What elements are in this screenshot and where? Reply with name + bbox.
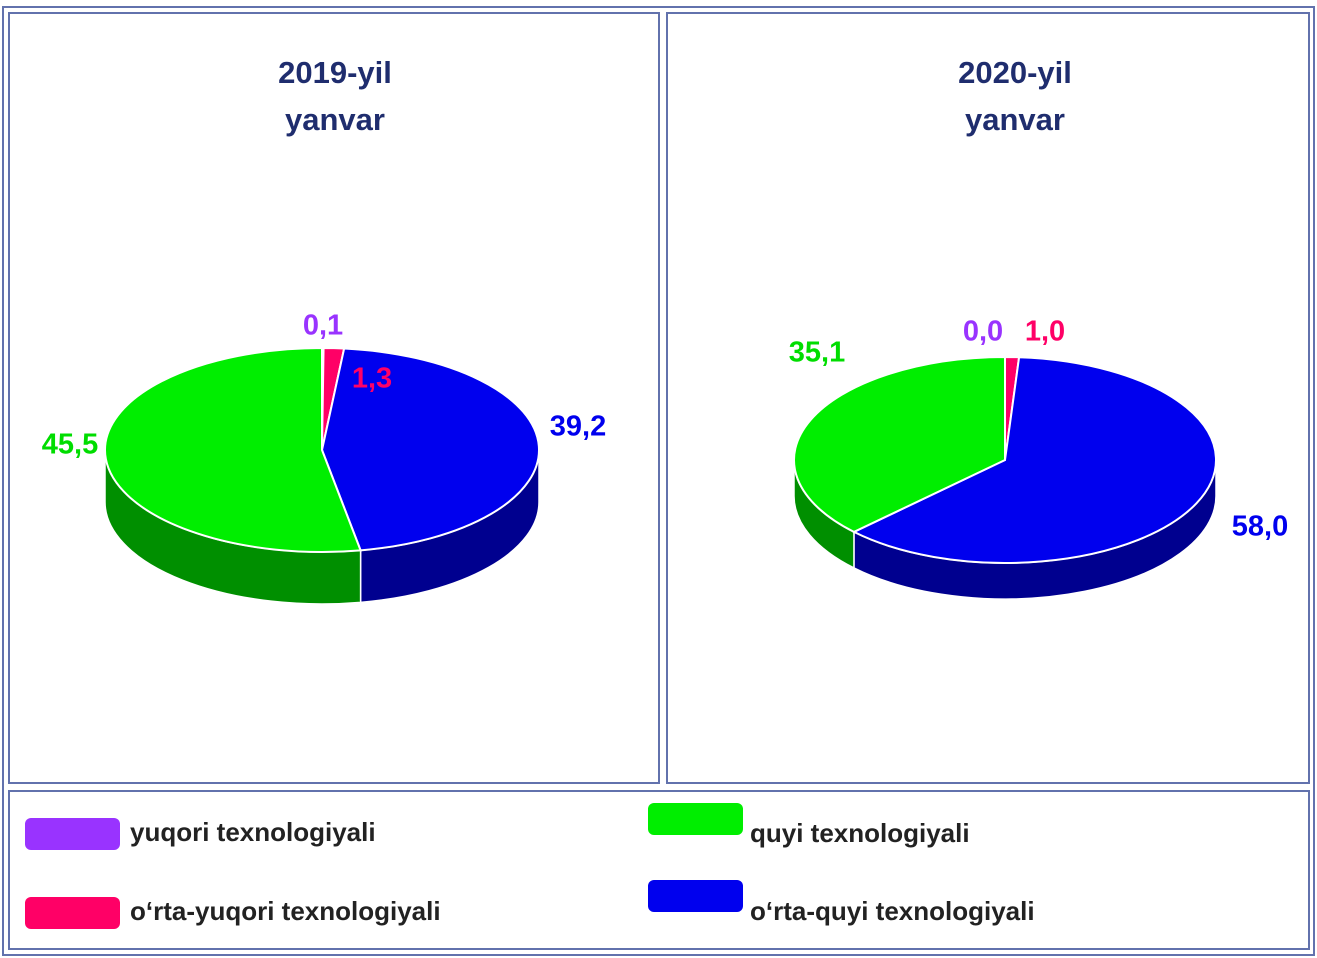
data-label: 39,2 (550, 411, 606, 443)
data-label: 0,1 (303, 310, 343, 342)
legend-swatch (25, 897, 120, 929)
data-label: 35,1 (789, 337, 845, 369)
legend-label: quyi texnologiyali (750, 818, 970, 848)
outer-frame (2, 6, 1315, 956)
pie-slice (793, 355, 1006, 534)
legend-label: o‘rta-quyi texnologiyali (750, 896, 1035, 926)
chart-title: 2020-yil (958, 55, 1072, 90)
data-label: 1,3 (352, 363, 392, 395)
data-label: 45,5 (42, 429, 98, 461)
pie-slice (851, 356, 1217, 565)
legend-swatch (648, 880, 743, 912)
legend-frame (8, 790, 1310, 950)
data-label: 0,0 (963, 316, 1003, 348)
data-label: 1,0 (1025, 316, 1065, 348)
legend-label: o‘rta-yuqori texnologiyali (130, 896, 441, 926)
legend-label: yuqori texnologiyali (130, 817, 376, 847)
chart-title: 2019-yil (278, 55, 392, 90)
legend-swatch (648, 803, 743, 835)
panel-frame (8, 12, 660, 784)
pie-slice (104, 346, 363, 553)
frames (2, 6, 1315, 956)
chart-title: yanvar (965, 102, 1065, 137)
legend-swatch (25, 818, 120, 850)
panel-frame (666, 12, 1310, 784)
data-label: 58,0 (1232, 511, 1288, 543)
chart-title: yanvar (285, 102, 385, 137)
pie-slice (320, 347, 540, 552)
